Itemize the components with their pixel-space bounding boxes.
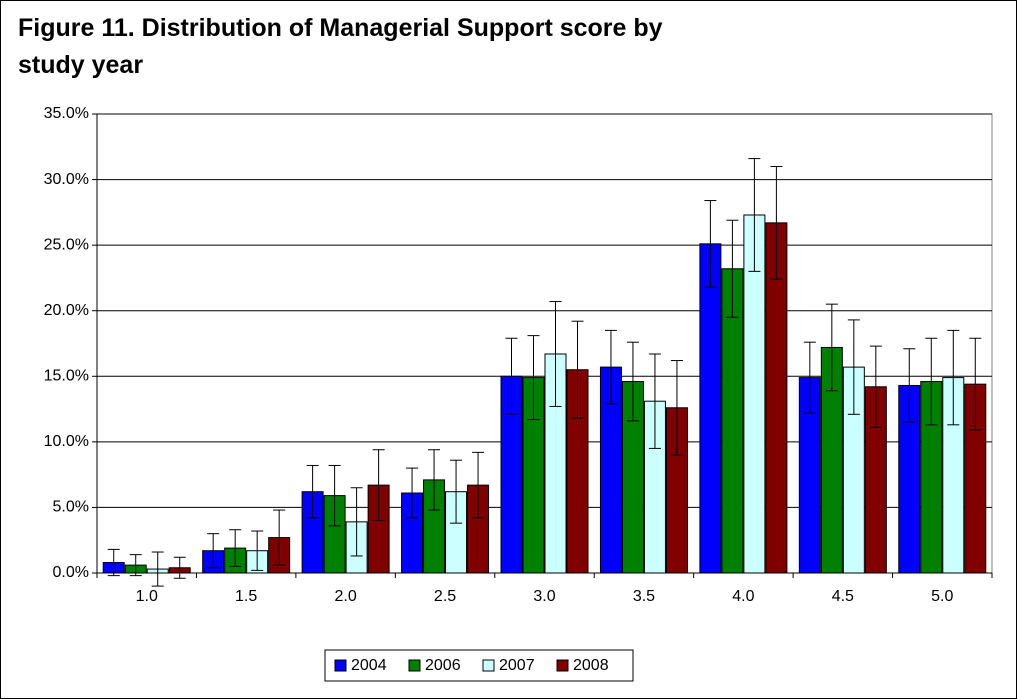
error-bar — [251, 530, 264, 571]
error-bar — [406, 467, 419, 519]
error-bar — [770, 165, 783, 280]
y-tick-label: 15.0% — [44, 368, 89, 385]
error-bar — [903, 348, 916, 423]
legend-box — [324, 649, 634, 682]
legend-swatch — [408, 659, 421, 672]
x-tick-label: 4.5 — [832, 588, 854, 605]
error-bar — [748, 158, 761, 272]
x-tick-label: 2.5 — [434, 588, 456, 605]
error-bar — [549, 301, 562, 407]
x-tick-label: 5.0 — [931, 588, 953, 605]
error-bar — [129, 554, 142, 577]
error-bar — [472, 451, 485, 519]
y-tick-label: 35.0% — [44, 105, 89, 122]
legend-label: 2007 — [499, 657, 535, 674]
error-bar — [450, 459, 463, 524]
error-bar — [626, 341, 639, 422]
error-bar — [273, 509, 286, 566]
error-bar — [648, 353, 661, 449]
x-tick-label: 2.0 — [334, 588, 356, 605]
error-bar — [925, 337, 938, 426]
x-tick-label: 3.0 — [533, 588, 555, 605]
x-tick-label: 4.0 — [732, 588, 754, 605]
error-bar — [704, 200, 717, 288]
error-bar — [947, 329, 960, 426]
y-tick-label: 10.0% — [44, 433, 89, 450]
bar — [699, 243, 722, 574]
error-bar — [571, 320, 584, 419]
error-bar — [527, 335, 540, 421]
legend-label: 2008 — [573, 657, 609, 674]
error-bar — [151, 551, 164, 587]
y-tick-label: 0.0% — [53, 564, 89, 581]
error-bar — [328, 464, 341, 527]
error-bar — [726, 219, 739, 318]
legend-swatch — [334, 659, 347, 672]
error-bar — [207, 533, 220, 569]
chart-title: Figure 11. Distribution of Managerial Su… — [18, 14, 663, 79]
x-tick-label: 3.5 — [633, 588, 655, 605]
legend-swatch — [482, 659, 495, 672]
error-bar — [847, 319, 860, 415]
error-bar — [869, 345, 882, 428]
error-bar — [173, 556, 186, 579]
legend-label: 2006 — [425, 657, 461, 674]
y-tick-label: 30.0% — [44, 171, 89, 188]
error-bar — [229, 529, 242, 567]
error-bar — [670, 360, 683, 456]
x-tick-label: 1.5 — [235, 588, 257, 605]
error-bar — [350, 487, 363, 557]
error-bar — [306, 464, 319, 519]
error-bar — [604, 329, 617, 405]
error-bar — [969, 337, 982, 431]
error-bar — [428, 449, 441, 511]
y-tick-label: 25.0% — [44, 236, 89, 253]
y-tick-label: 20.0% — [44, 302, 89, 319]
error-bar — [803, 341, 816, 414]
error-bar — [825, 303, 838, 392]
error-bar — [372, 449, 385, 522]
error-bar — [505, 337, 518, 415]
x-tick-label: 1.0 — [136, 588, 158, 605]
legend-label: 2004 — [351, 657, 387, 674]
error-bar — [107, 548, 120, 577]
y-tick-label: 5.0% — [53, 499, 89, 516]
legend-swatch — [556, 659, 569, 672]
